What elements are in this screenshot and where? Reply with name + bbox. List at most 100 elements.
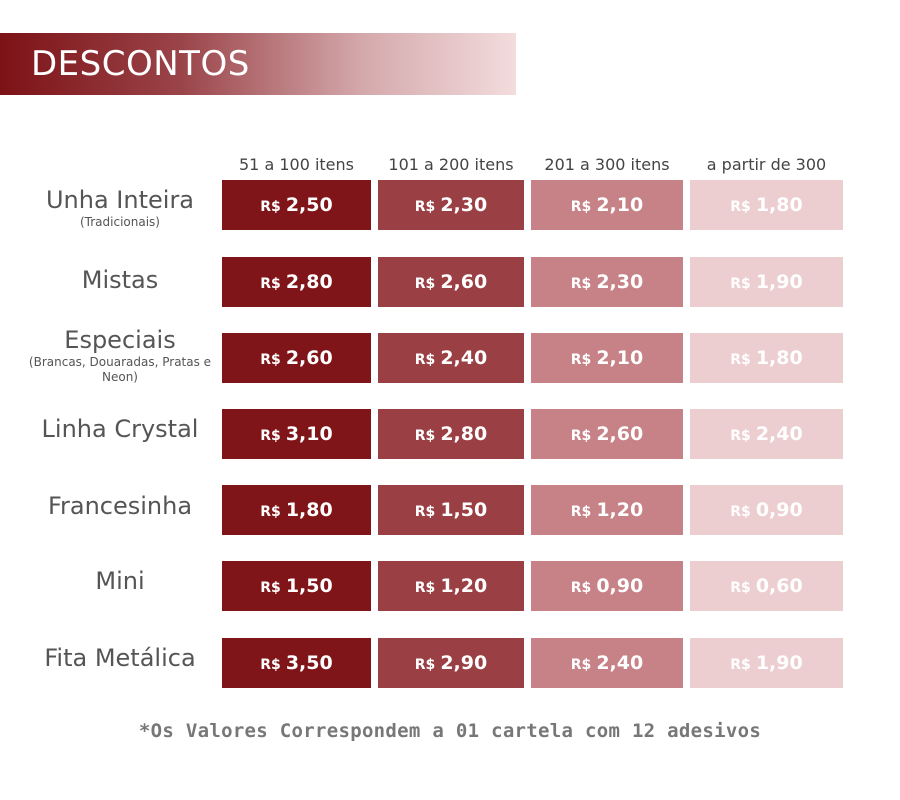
currency-symbol: R$ <box>414 579 436 596</box>
price-value: 1,80 <box>285 499 333 521</box>
price-value: 1,90 <box>755 652 803 674</box>
footnote: *Os Valores Correspondem a 01 cartela co… <box>138 720 762 742</box>
column-header: a partir de 300 <box>706 155 827 174</box>
price-cell: R$ 2,50 <box>222 180 371 230</box>
currency-symbol: R$ <box>570 351 592 368</box>
currency-symbol: R$ <box>730 656 751 673</box>
price-cell: R$ 2,90 <box>378 638 524 688</box>
price-cell: R$ 1,90 <box>690 257 843 307</box>
price-value: 2,60 <box>440 271 488 293</box>
price-cell: R$ 1,80 <box>222 485 371 535</box>
price-cell: R$ 2,40 <box>531 638 683 688</box>
price-cell: R$ 2,40 <box>378 333 524 383</box>
price-value: 2,80 <box>285 271 333 293</box>
price-value: 2,30 <box>440 194 488 216</box>
price-cell: R$ 1,20 <box>531 485 683 535</box>
currency-symbol: R$ <box>414 198 436 215</box>
price-value: 0,90 <box>755 499 803 521</box>
currency-symbol: R$ <box>260 198 281 215</box>
price-cell: R$ 2,80 <box>378 409 524 459</box>
row-label: Mistas <box>20 267 220 293</box>
currency-symbol: R$ <box>570 275 592 292</box>
currency-symbol: R$ <box>570 656 592 673</box>
currency-symbol: R$ <box>260 427 281 444</box>
price-value: 1,50 <box>285 575 333 597</box>
price-cell: R$ 1,20 <box>378 561 524 611</box>
price-cell: R$ 2,80 <box>222 257 371 307</box>
product-name: Linha Crystal <box>41 415 199 443</box>
currency-symbol: R$ <box>260 275 281 292</box>
row-label: Mini <box>20 568 220 594</box>
product-name: Unha Inteira <box>45 186 195 214</box>
currency-symbol: R$ <box>570 579 592 596</box>
currency-symbol: R$ <box>730 351 751 368</box>
price-value: 3,50 <box>285 652 333 674</box>
price-value: 2,90 <box>440 652 488 674</box>
price-value: 2,40 <box>440 347 488 369</box>
currency-symbol: R$ <box>414 427 436 444</box>
price-cell: R$ 2,10 <box>531 180 683 230</box>
price-cell: R$ 0,90 <box>531 561 683 611</box>
currency-symbol: R$ <box>570 198 592 215</box>
price-cell: R$ 0,90 <box>690 485 843 535</box>
product-name: Mini <box>95 567 145 595</box>
price-cell: R$ 2,40 <box>690 409 843 459</box>
product-name: Fita Metálica <box>44 644 196 672</box>
row-label: Especiais (Brancas, Douaradas, Pratas e N… <box>20 327 220 384</box>
currency-symbol: R$ <box>730 427 751 444</box>
currency-symbol: R$ <box>260 503 281 520</box>
product-name: Especiais <box>64 326 176 354</box>
price-value: 2,40 <box>596 652 644 674</box>
row-label: Unha Inteira (Tradicionais) <box>20 187 220 230</box>
product-name: Mistas <box>81 266 159 294</box>
currency-symbol: R$ <box>260 351 281 368</box>
price-value: 2,60 <box>285 347 333 369</box>
page-title: DESCONTOS <box>31 44 250 84</box>
price-value: 2,40 <box>755 423 803 445</box>
row-label: Linha Crystal <box>20 416 220 442</box>
price-cell: R$ 1,50 <box>222 561 371 611</box>
product-note: (Brancas, Douaradas, Pratas e Neon) <box>28 355 212 384</box>
column-header: 51 a 100 itens <box>239 155 354 174</box>
price-value: 1,20 <box>596 499 644 521</box>
currency-symbol: R$ <box>414 275 436 292</box>
price-value: 1,80 <box>755 347 803 369</box>
price-cell: R$ 1,80 <box>690 180 843 230</box>
currency-symbol: R$ <box>730 579 751 596</box>
currency-symbol: R$ <box>730 503 751 520</box>
price-value: 2,30 <box>596 271 644 293</box>
price-value: 2,50 <box>285 194 333 216</box>
price-value: 2,80 <box>440 423 488 445</box>
currency-symbol: R$ <box>260 656 281 673</box>
price-value: 2,10 <box>596 347 644 369</box>
price-cell: R$ 2,10 <box>531 333 683 383</box>
currency-symbol: R$ <box>414 503 436 520</box>
currency-symbol: R$ <box>730 198 751 215</box>
price-value: 1,80 <box>755 194 803 216</box>
price-value: 0,90 <box>596 575 644 597</box>
currency-symbol: R$ <box>730 275 751 292</box>
row-label: Francesinha <box>20 493 220 519</box>
title-banner <box>0 33 516 95</box>
price-cell: R$ 1,50 <box>378 485 524 535</box>
price-value: 2,10 <box>596 194 644 216</box>
product-note: (Tradicionais) <box>80 215 160 230</box>
price-value: 1,50 <box>440 499 488 521</box>
column-header: 201 a 300 itens <box>544 155 670 174</box>
column-header: 101 a 200 itens <box>388 155 514 174</box>
currency-symbol: R$ <box>414 351 436 368</box>
price-value: 1,20 <box>440 575 488 597</box>
price-cell: R$ 1,80 <box>690 333 843 383</box>
price-cell: R$ 3,50 <box>222 638 371 688</box>
price-value: 1,90 <box>755 271 803 293</box>
price-value: 3,10 <box>285 423 333 445</box>
product-name: Francesinha <box>47 492 193 520</box>
price-cell: R$ 2,60 <box>378 257 524 307</box>
currency-symbol: R$ <box>570 427 592 444</box>
price-cell: R$ 1,90 <box>690 638 843 688</box>
price-cell: R$ 2,60 <box>222 333 371 383</box>
currency-symbol: R$ <box>414 656 436 673</box>
price-value: 2,60 <box>596 423 644 445</box>
price-cell: R$ 2,30 <box>378 180 524 230</box>
currency-symbol: R$ <box>260 579 281 596</box>
